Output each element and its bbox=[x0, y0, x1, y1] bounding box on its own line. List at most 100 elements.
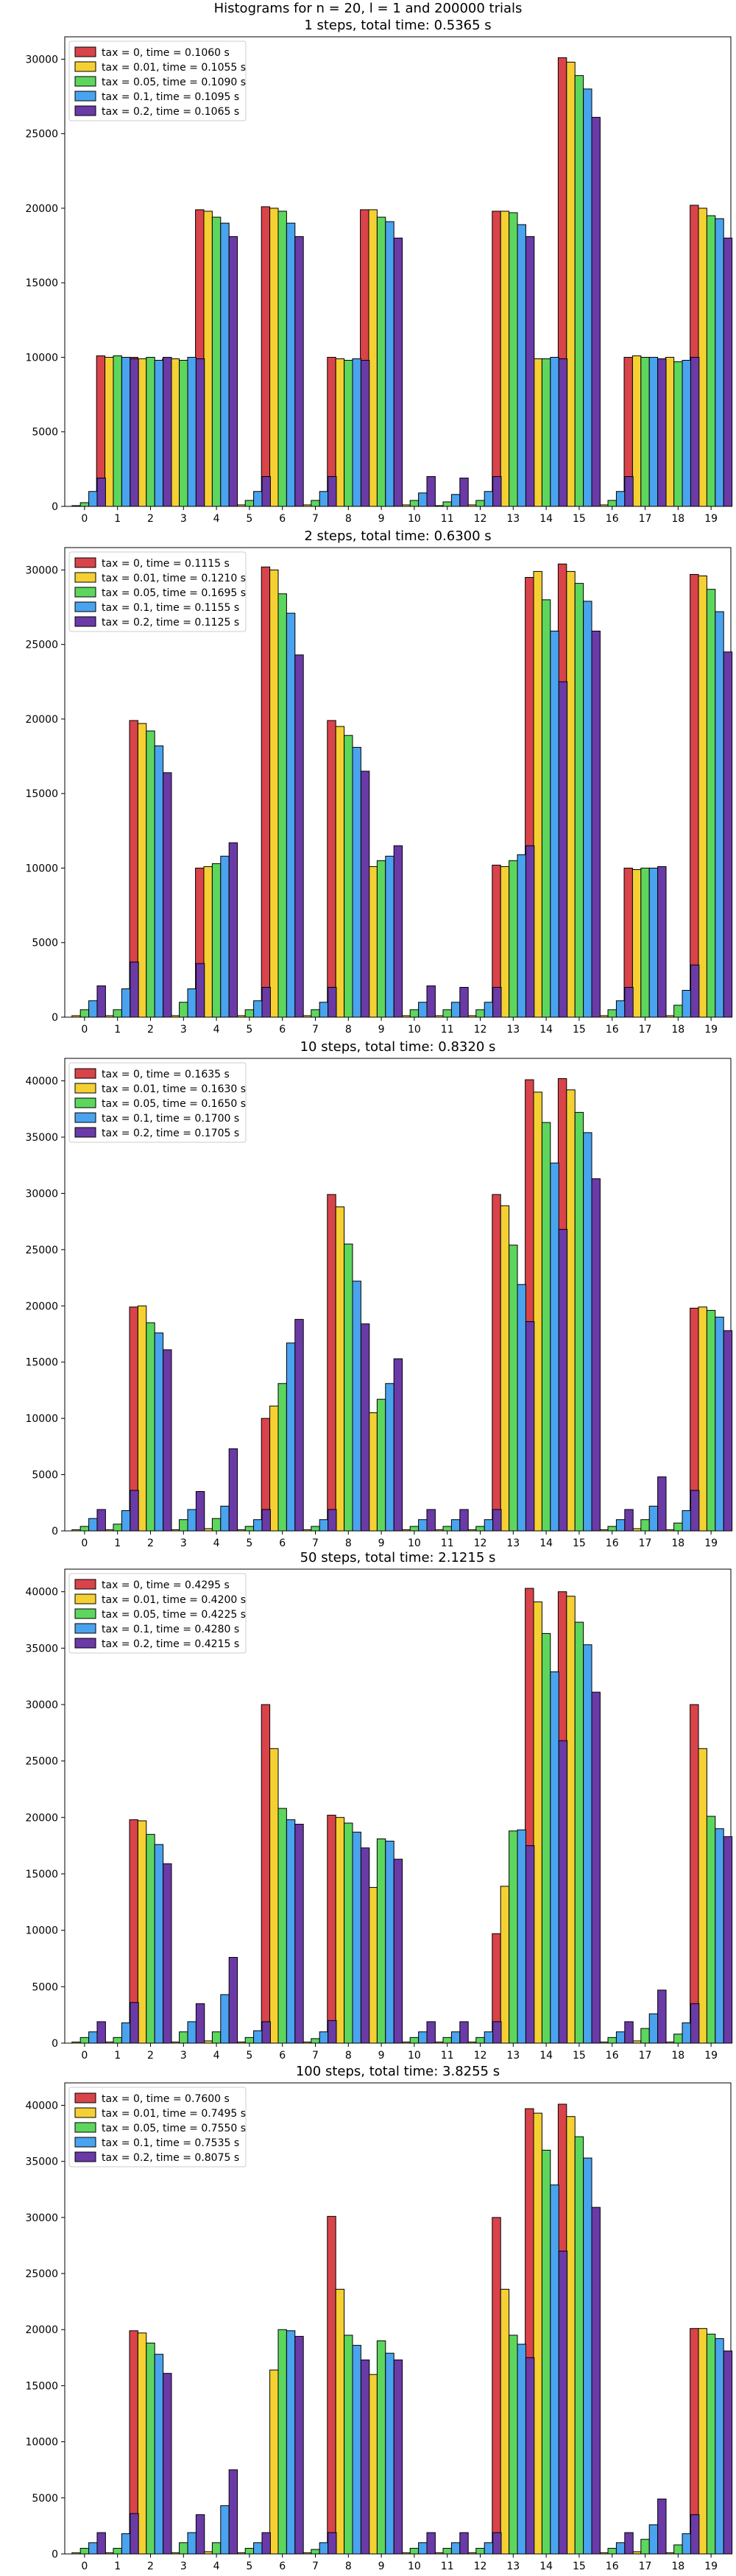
bar-10-series-3 bbox=[409, 1009, 420, 1018]
bar-5-series-3 bbox=[244, 500, 255, 507]
bar-10-series-5 bbox=[426, 1509, 436, 1532]
bar-5-series-4 bbox=[253, 491, 263, 507]
bar-10-series-5 bbox=[426, 2532, 436, 2555]
bar-1-series-5 bbox=[130, 961, 139, 1018]
bar-19-series-1 bbox=[690, 1704, 699, 2044]
bar-4-series-4 bbox=[220, 2505, 230, 2555]
x-tick-label: 11 bbox=[441, 513, 454, 525]
bar-6-series-5 bbox=[294, 1824, 304, 2044]
bar-19-series-5 bbox=[723, 651, 733, 1018]
bar-6-series-4 bbox=[286, 612, 296, 1018]
x-tick-label: 1 bbox=[114, 1024, 121, 1036]
bar-4-series-5 bbox=[228, 1448, 238, 1532]
bar-6-series-4 bbox=[286, 222, 296, 507]
bar-0-series-4 bbox=[88, 491, 98, 507]
bar-12-series-4 bbox=[484, 1002, 494, 1018]
x-tick-label: 19 bbox=[704, 513, 718, 525]
bar-17-series-3 bbox=[640, 356, 650, 507]
x-tick-label: 1 bbox=[114, 2050, 121, 2062]
y-tick-label: 10000 bbox=[25, 2437, 58, 2449]
x-tick-label: 0 bbox=[81, 2050, 88, 2062]
bar-19-series-3 bbox=[706, 2333, 716, 2555]
x-tick-label: 2 bbox=[147, 513, 154, 525]
bar-19-series-3 bbox=[706, 1816, 716, 2044]
bar-0-series-4 bbox=[88, 2031, 98, 2044]
bar-15-series-4 bbox=[583, 88, 592, 507]
legend-entry: tax = 0.05, time = 0.1650 s bbox=[102, 1098, 246, 1110]
legend-box bbox=[68, 1573, 247, 1654]
bar-6-series-1 bbox=[261, 1704, 271, 2044]
bar-16-series-3 bbox=[607, 2037, 617, 2044]
bar-2-series-2 bbox=[137, 723, 147, 1018]
x-tick-label: 18 bbox=[671, 513, 684, 525]
y-tick-label: 25000 bbox=[25, 1245, 58, 1256]
bar-9-series-2 bbox=[368, 866, 378, 1018]
legend-swatch bbox=[74, 1638, 96, 1649]
legend-swatch bbox=[74, 91, 96, 102]
bar-15-series-3 bbox=[574, 75, 584, 507]
x-tick-label: 8 bbox=[345, 1538, 352, 1549]
bar-9-series-5 bbox=[393, 237, 403, 507]
bar-19-series-2 bbox=[698, 1306, 707, 1532]
x-tick-label: 9 bbox=[378, 1024, 385, 1036]
x-tick-label: 10 bbox=[408, 2050, 421, 2062]
bar-8-series-1 bbox=[327, 720, 336, 1018]
bar-14-series-2 bbox=[533, 570, 542, 1018]
bar-15-series-3 bbox=[574, 2136, 584, 2555]
x-tick-label: 19 bbox=[704, 2561, 718, 2572]
bar-13-series-5 bbox=[525, 1321, 535, 1532]
bar-17-series-4 bbox=[648, 2524, 659, 2555]
bar-16-series-4 bbox=[615, 1000, 626, 1018]
bar-12-series-4 bbox=[484, 2031, 494, 2044]
legend-entry: tax = 0.2, time = 0.1125 s bbox=[102, 617, 239, 629]
bar-12-series-5 bbox=[492, 986, 502, 1018]
bar-11-series-3 bbox=[442, 2547, 452, 2555]
bar-4-series-3 bbox=[211, 2031, 222, 2044]
bar-4-series-3 bbox=[211, 1518, 222, 1532]
bar-15-series-5 bbox=[591, 630, 601, 1018]
bar-6-series-5 bbox=[294, 1319, 304, 1532]
bar-14-series-2 bbox=[533, 1091, 542, 1532]
bar-3-series-4 bbox=[187, 356, 197, 507]
legend-swatch bbox=[74, 2122, 96, 2133]
bar-14-series-5 bbox=[558, 681, 568, 1018]
x-tick-label: 1 bbox=[114, 1538, 121, 1549]
bar-8-series-1 bbox=[327, 2215, 336, 2555]
x-tick-label: 0 bbox=[81, 513, 88, 525]
bar-1-series-3 bbox=[113, 1524, 122, 1532]
bar-17-series-5 bbox=[657, 358, 667, 507]
bar-2-series-3 bbox=[146, 2343, 155, 2555]
y-tick-label: 40000 bbox=[25, 1076, 58, 1088]
bar-14-series-3 bbox=[541, 2149, 551, 2555]
bar-6-series-1 bbox=[261, 206, 271, 507]
bar-0-series-3 bbox=[79, 1526, 90, 1532]
bar-4-series-5 bbox=[228, 842, 238, 1018]
bar-11-series-4 bbox=[450, 1002, 461, 1018]
x-tick-label: 8 bbox=[345, 1024, 352, 1036]
x-tick-label: 5 bbox=[246, 513, 252, 525]
bar-4-series-2 bbox=[203, 1528, 213, 1532]
bar-14-series-3 bbox=[541, 599, 551, 1018]
x-tick-label: 9 bbox=[378, 2050, 385, 2062]
bar-3-series-2 bbox=[170, 2552, 180, 2555]
bar-13-series-1 bbox=[492, 210, 501, 507]
bar-9-series-2 bbox=[368, 2374, 378, 2555]
bar-15-series-2 bbox=[566, 61, 576, 507]
bar-11-series-5 bbox=[459, 986, 469, 1018]
x-tick-label: 15 bbox=[573, 2050, 586, 2062]
bar-9-series-4 bbox=[385, 855, 394, 1018]
legend-swatch bbox=[74, 2107, 96, 2118]
x-tick-label: 3 bbox=[180, 1024, 187, 1036]
bar-11-series-5 bbox=[459, 2021, 469, 2044]
bar-16-series-2 bbox=[599, 504, 609, 507]
y-tick-label: 25000 bbox=[25, 129, 58, 141]
bar-6-series-3 bbox=[277, 593, 287, 1018]
y-tick-label: 10000 bbox=[25, 352, 58, 364]
bar-19-series-3 bbox=[706, 215, 716, 507]
bar-14-series-4 bbox=[550, 356, 559, 507]
bar-2-series-3 bbox=[146, 356, 155, 507]
bar-4-series-5 bbox=[228, 236, 238, 507]
legend-swatch bbox=[74, 1127, 96, 1138]
bar-7-series-2 bbox=[302, 504, 312, 507]
bar-10-series-4 bbox=[418, 2542, 428, 2555]
